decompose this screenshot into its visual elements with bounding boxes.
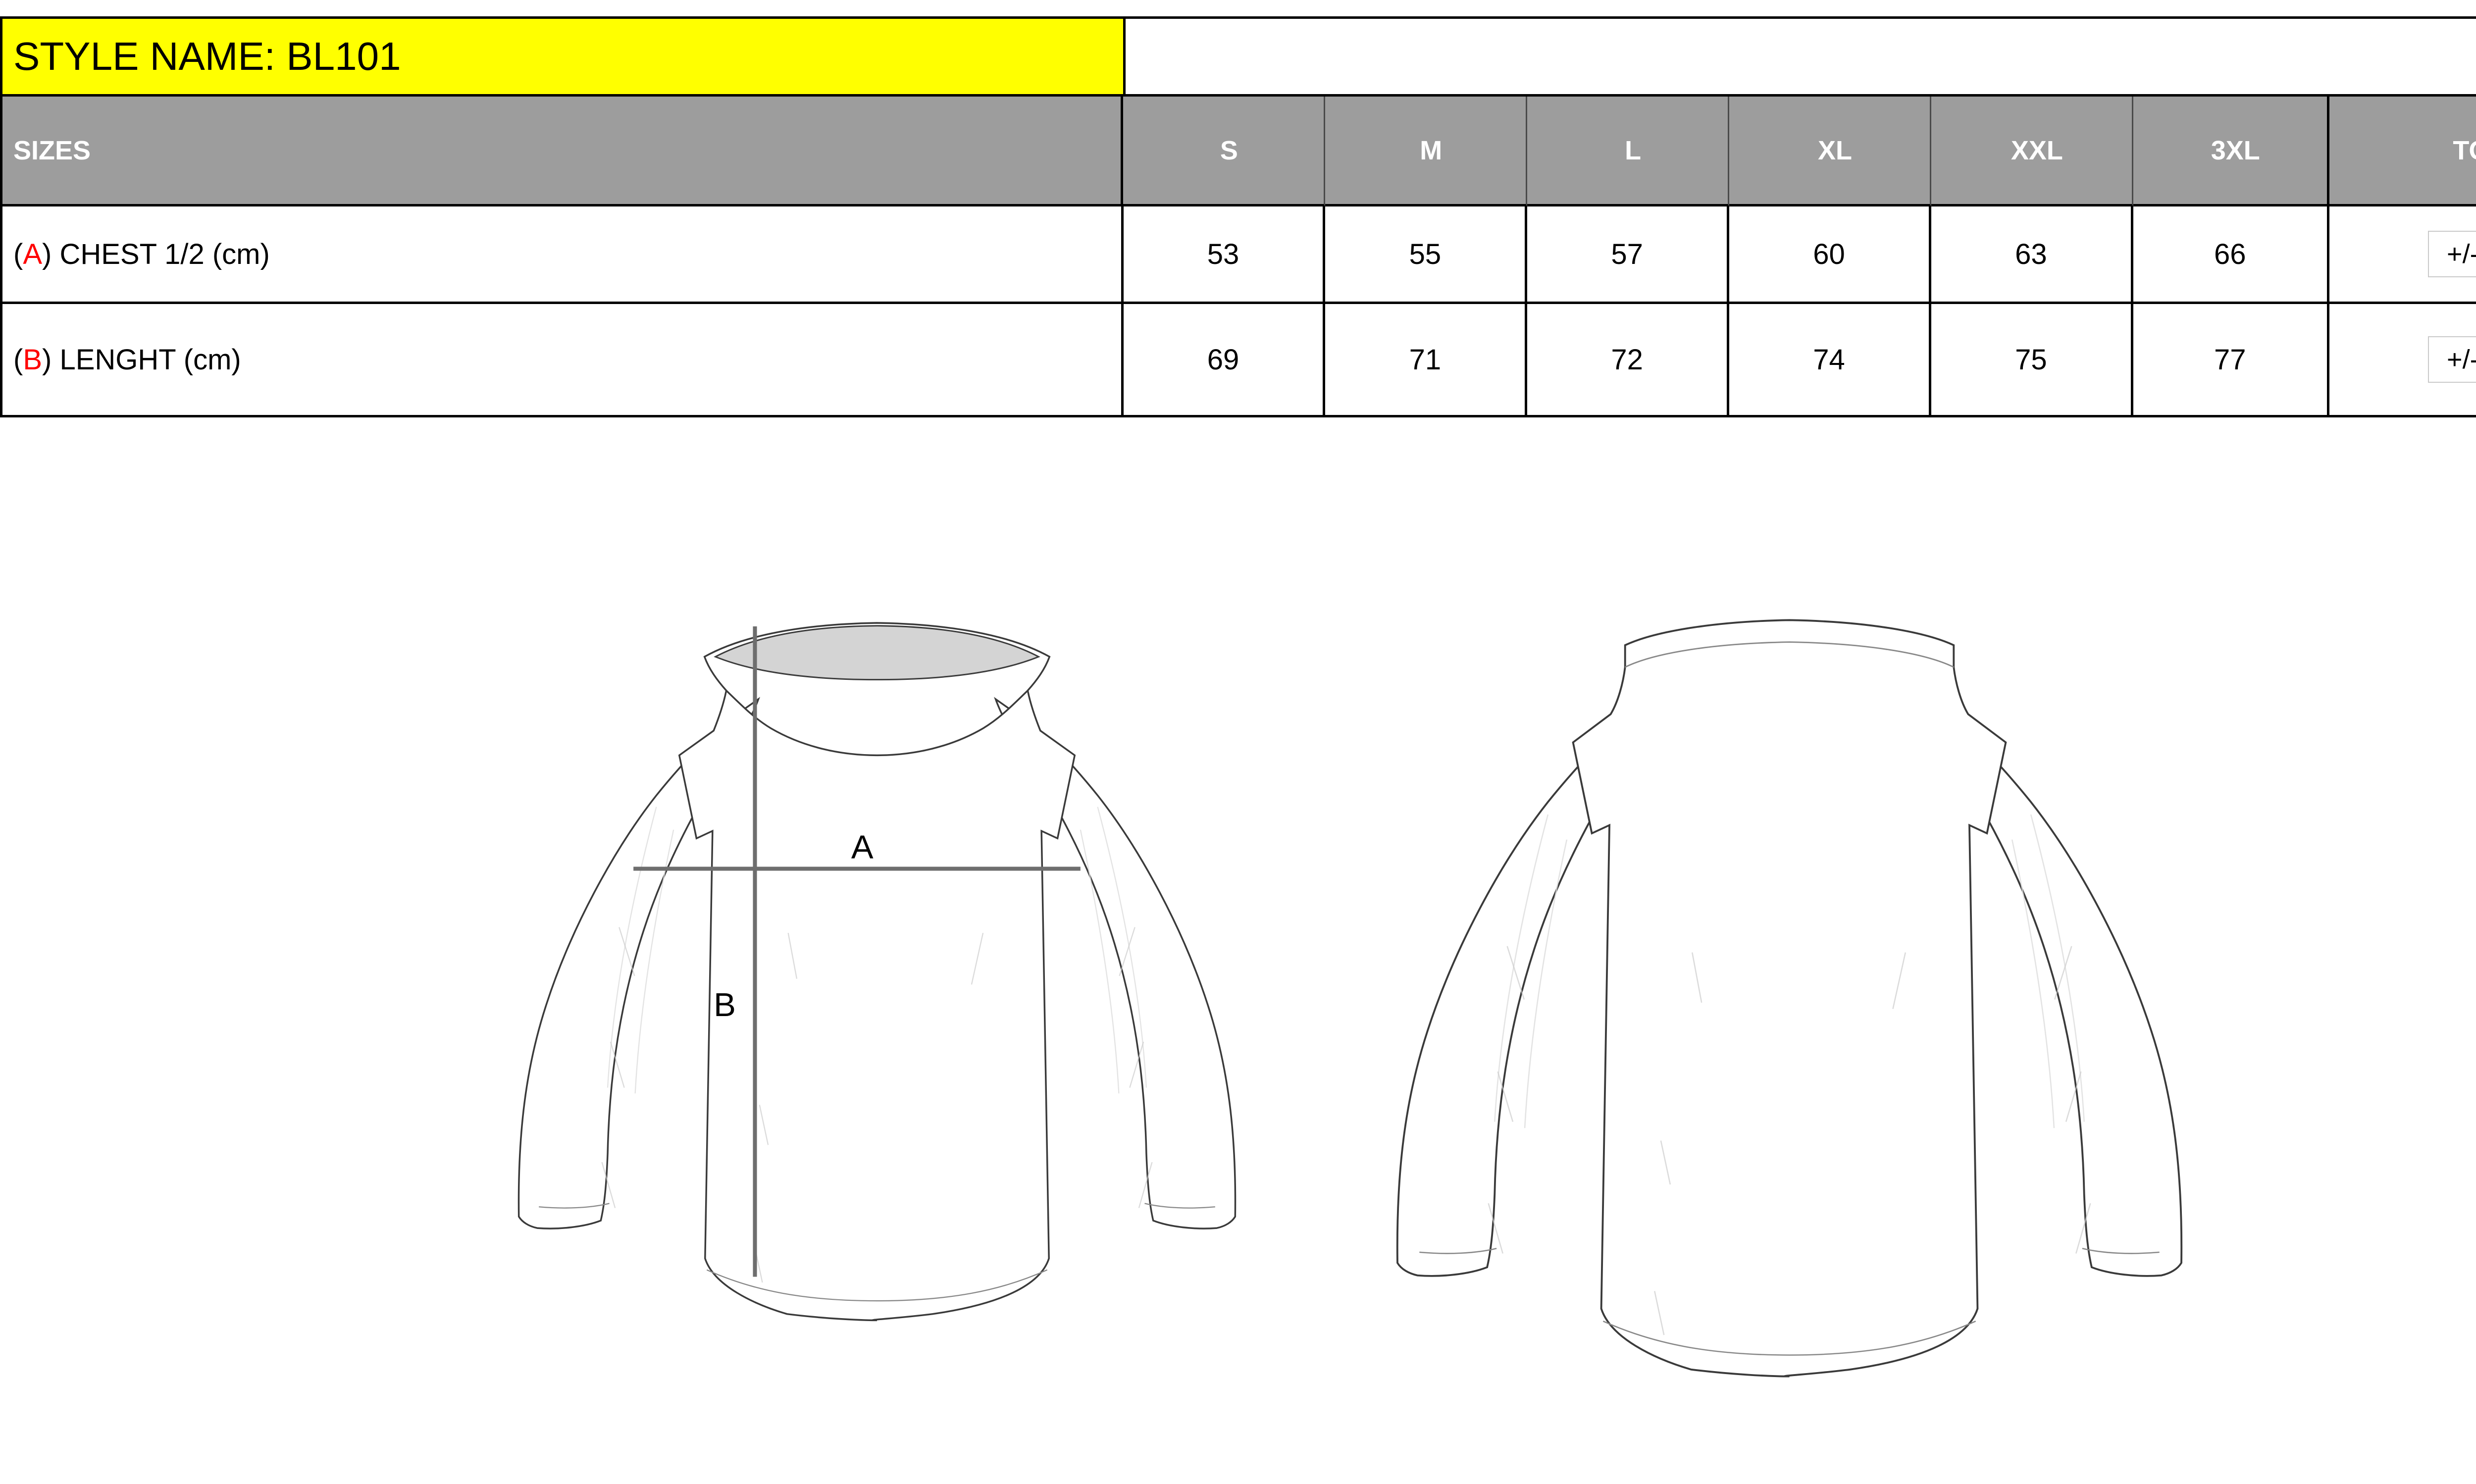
- svg-text:B: B: [714, 986, 736, 1023]
- svg-text:A: A: [851, 829, 874, 866]
